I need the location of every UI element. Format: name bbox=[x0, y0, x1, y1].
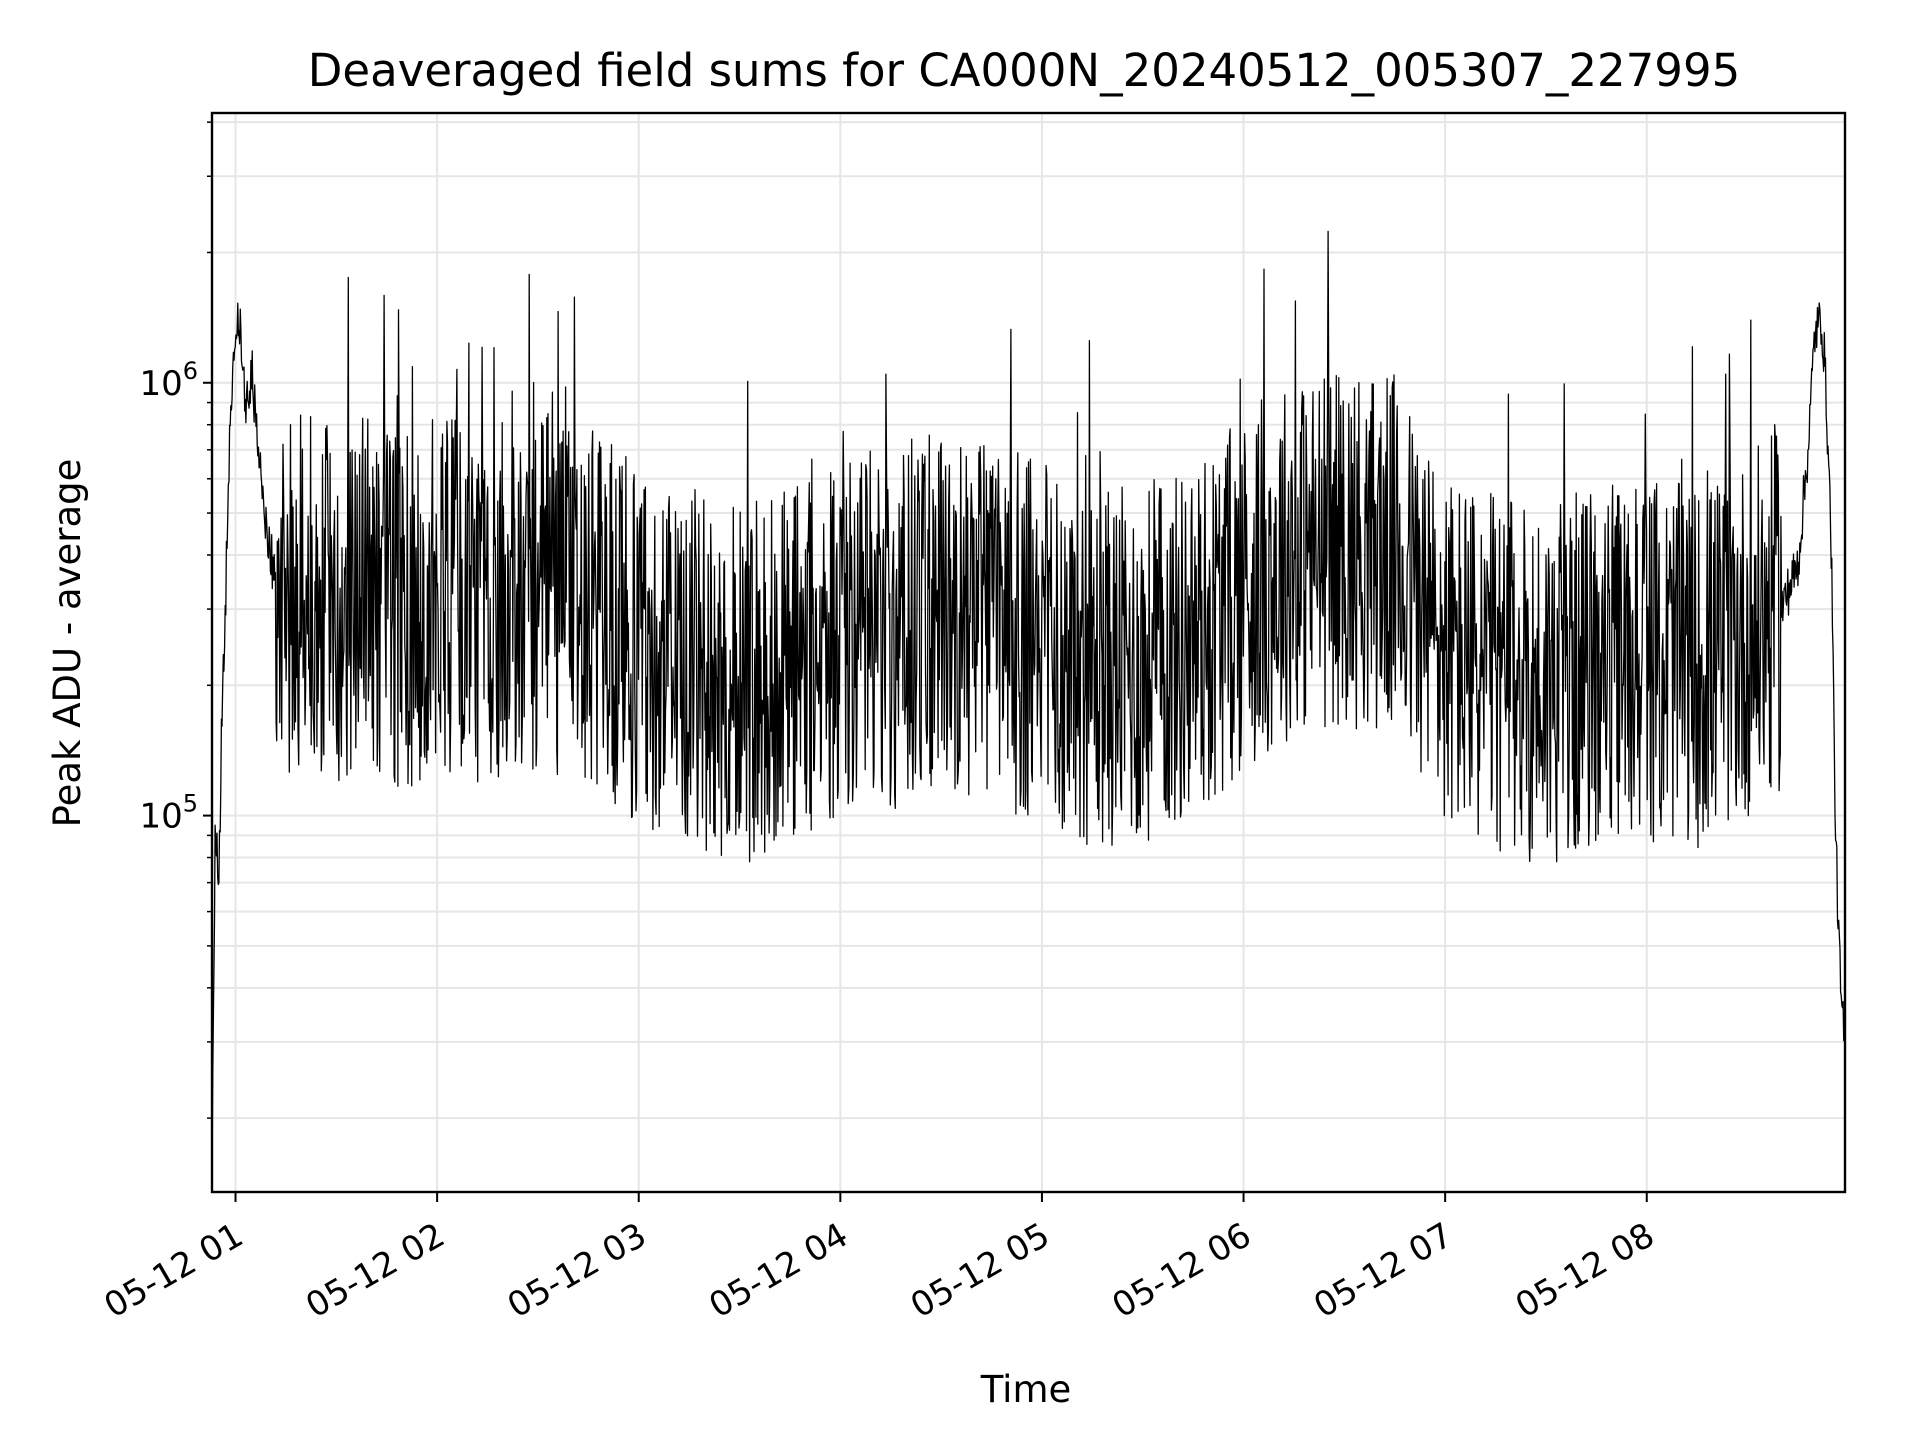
y-axis-label: Peak ADU - average bbox=[46, 459, 89, 828]
x-axis-label: Time bbox=[980, 1368, 1072, 1411]
y-tick-base: 10 bbox=[139, 797, 182, 837]
y-tick-exponent: 6 bbox=[183, 357, 198, 385]
series-layer bbox=[211, 230, 1846, 1184]
chart-title: Deaveraged field sums for CA000N_2024051… bbox=[308, 44, 1740, 97]
y-tick-label: 106 bbox=[139, 357, 198, 404]
y-tick-exponent: 5 bbox=[183, 790, 198, 818]
series-line bbox=[211, 230, 1846, 1184]
y-tick-base: 10 bbox=[139, 364, 182, 404]
plot-frame bbox=[210, 111, 1847, 1194]
y-tick-label: 105 bbox=[139, 790, 198, 837]
